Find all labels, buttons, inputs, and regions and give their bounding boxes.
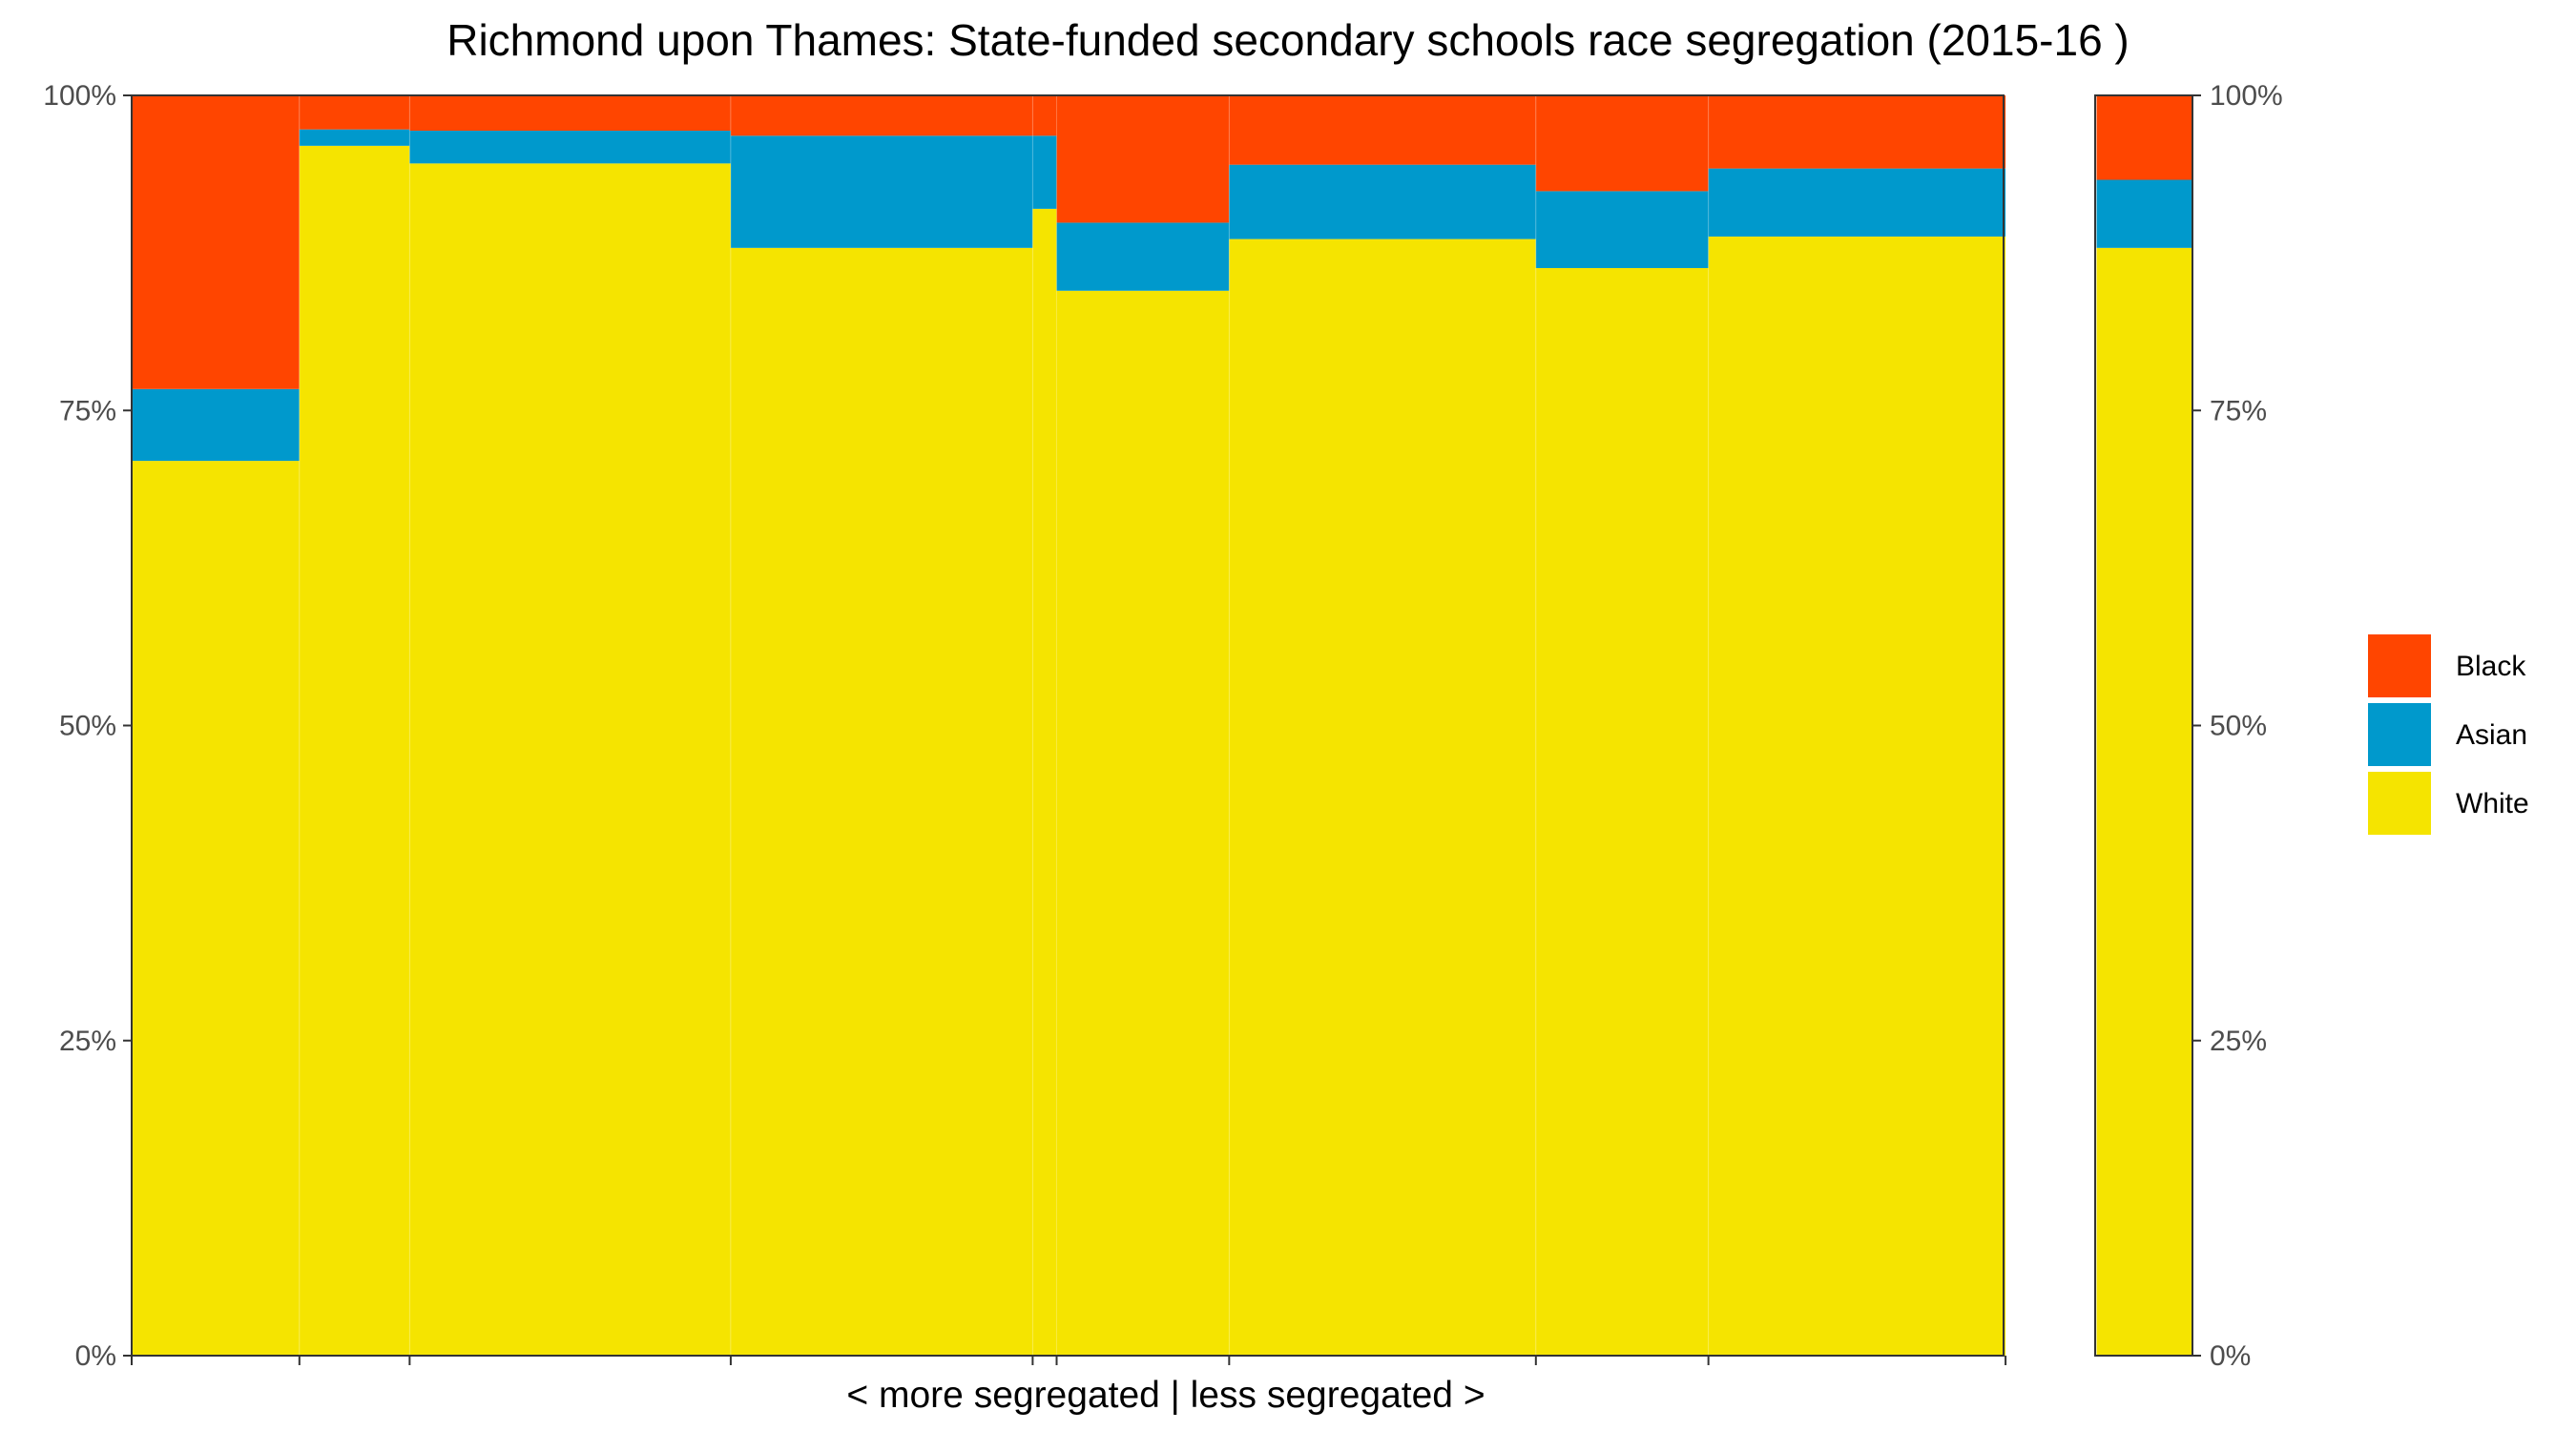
y-axis-left: 0% 25% 50% 75% 100% [43,80,132,1372]
total-0-white-bar [2096,247,2192,1356]
y-tick-label-left: 50% [59,711,116,742]
y-tick-label-left: 0% [75,1340,116,1372]
y-axis-right: 0% 25% 50% 75% 100% [2192,80,2283,1372]
segment-5-black-bar [1032,95,1057,136]
segment-2-asian-bar [299,129,410,146]
segment-4-asian-bar [730,135,1033,248]
legend-label-asian: Asian [2456,719,2527,751]
legend: Black Asian White [2368,634,2529,835]
legend-label-white: White [2456,788,2529,819]
y-tick-label-left: 25% [59,1026,116,1057]
y-tick-label-left: 75% [59,395,116,426]
segment-1-white-bar [132,461,300,1357]
segment-7-asian-bar [1229,164,1536,239]
total-0-asian-bar [2096,179,2192,248]
segment-8-white-bar [1535,267,1709,1356]
segment-9-asian-bar [1708,168,2006,237]
y-tick-label-right: 100% [2210,80,2283,112]
segment-3-asian-bar [409,130,731,164]
segment-2-black-bar [299,95,410,130]
y-tick-label-left: 100% [43,80,116,112]
x-axis [131,1356,2007,1365]
legend-label-black: Black [2456,651,2526,682]
segment-6-white-bar [1056,290,1230,1356]
segment-4-white-bar [730,247,1033,1356]
y-tick-label-right: 25% [2210,1026,2267,1057]
segment-3-white-bar [409,163,731,1357]
segment-2-white-bar [299,145,410,1357]
segment-8-black-bar [1535,95,1709,192]
segment-4-black-bar [730,95,1033,136]
segment-7-white-bar [1229,238,1536,1356]
x-axis-label: < more segregated | less segregated > [846,1375,1485,1416]
segment-6-asian-bar [1056,222,1230,291]
legend-key-white [2368,772,2431,835]
segment-7-black-bar [1229,95,1536,165]
segment-9-black-bar [1708,95,2006,169]
y-tick-label-right: 50% [2210,711,2267,742]
segment-6-black-bar [1056,95,1230,223]
bars-group [132,95,2192,1357]
segment-1-black-bar [132,95,300,389]
segment-8-asian-bar [1535,191,1709,268]
y-tick-label-right: 75% [2210,395,2267,426]
legend-key-black [2368,634,2431,697]
segment-3-black-bar [409,95,731,131]
y-tick-label-right: 0% [2210,1340,2251,1372]
segment-5-asian-bar [1032,135,1057,209]
segment-5-white-bar [1032,208,1057,1356]
segment-1-asian-bar [132,388,300,462]
chart-title: Richmond upon Thames: State-funded secon… [447,15,2129,65]
total-0-black-bar [2096,95,2192,180]
segment-9-white-bar [1708,236,2006,1356]
legend-key-asian [2368,703,2431,766]
